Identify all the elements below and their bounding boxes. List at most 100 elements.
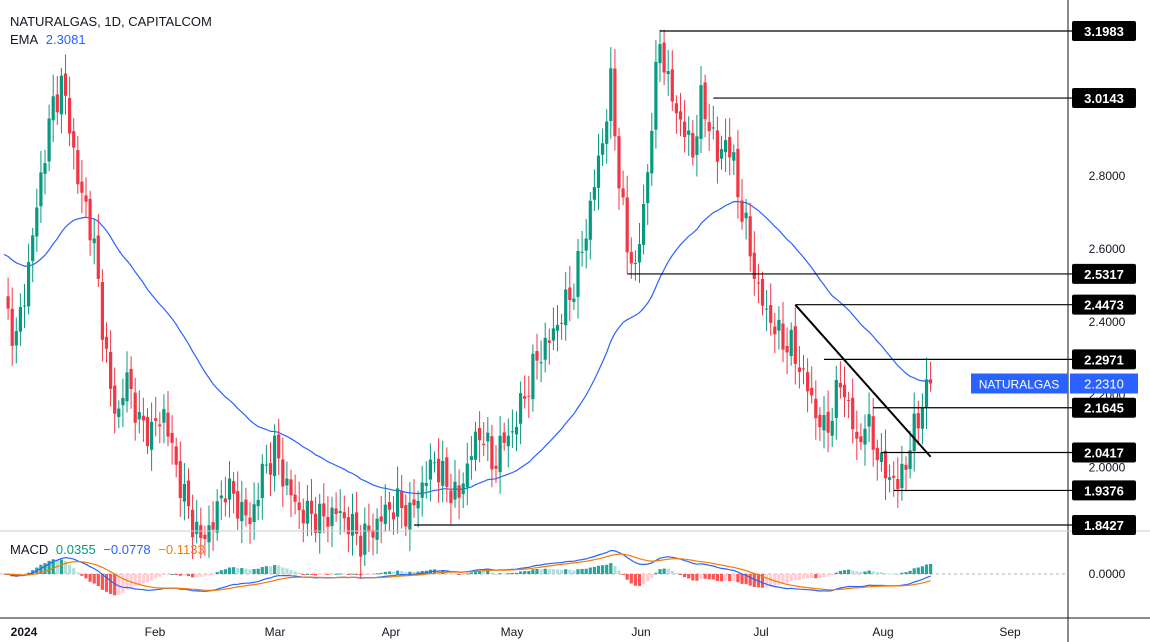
candle — [494, 445, 498, 483]
candle — [100, 269, 104, 362]
candle — [801, 355, 806, 385]
macd-histogram-bar — [883, 573, 888, 575]
macd-histogram-bar — [478, 570, 482, 574]
candle — [867, 392, 871, 442]
candle — [445, 447, 449, 503]
candle — [478, 411, 482, 463]
macd-histogram-bar — [576, 569, 580, 574]
x-tick-label: Jul — [753, 625, 768, 639]
current-price-tag — [1070, 373, 1138, 394]
candle — [830, 407, 834, 448]
candle — [773, 312, 777, 354]
candle — [150, 402, 154, 471]
macd-histogram-bar — [822, 574, 826, 578]
candle — [6, 277, 10, 320]
macd-histogram-bar — [84, 574, 88, 579]
candle — [437, 438, 441, 503]
level-tag — [1072, 515, 1136, 535]
candle — [785, 327, 789, 375]
macd-histogram-bar — [404, 571, 408, 574]
macd-histogram-bar — [810, 574, 814, 579]
candle — [285, 461, 289, 496]
candle — [219, 480, 223, 520]
candle — [555, 305, 560, 352]
candle — [268, 442, 273, 496]
candle — [564, 271, 568, 341]
trendline[interactable] — [794, 304, 932, 458]
candle — [510, 409, 514, 448]
candle — [924, 357, 929, 429]
macd-histogram-bar — [51, 559, 55, 574]
candle — [39, 150, 43, 223]
candle — [892, 461, 896, 497]
macd-histogram-bar — [482, 571, 486, 574]
candle — [847, 392, 851, 419]
candle — [76, 135, 80, 194]
macd-histogram-bar — [584, 568, 588, 574]
macd-histogram-bar — [219, 570, 223, 574]
macd-histogram-bar — [691, 574, 695, 581]
macd-histogram-bar — [305, 573, 309, 575]
macd-histogram-bar — [789, 574, 793, 581]
candle — [654, 40, 658, 149]
candle — [732, 144, 736, 175]
candle — [121, 378, 125, 428]
macd-histogram-bar — [338, 573, 342, 575]
macd-histogram-bar — [494, 573, 498, 575]
candle — [687, 116, 691, 156]
candle — [514, 411, 519, 452]
macd-histogram-bar — [748, 574, 752, 586]
y-tick-label: 2.6000 — [1089, 242, 1126, 256]
x-tick-label: Apr — [382, 625, 401, 639]
y-tick-label: 2.4000 — [1089, 315, 1126, 329]
x-tick-label: Aug — [872, 625, 893, 639]
candle — [601, 128, 605, 166]
horizontal-levels[interactable] — [414, 30, 1075, 526]
current-price-value: 2.2310 — [1084, 376, 1124, 391]
descending-trendline[interactable] — [794, 304, 932, 458]
macd-histogram-bar — [88, 574, 92, 582]
candle — [543, 322, 547, 373]
macd-histogram-bar — [150, 574, 154, 581]
macd-histogram-bar — [847, 569, 851, 574]
candle — [412, 479, 416, 518]
macd-histogram-bar — [125, 574, 129, 590]
macd-histogram-bar — [387, 571, 391, 574]
macd-histogram-bar — [912, 568, 916, 574]
candle — [145, 408, 150, 455]
macd-histogram-bar — [199, 574, 203, 577]
macd-histogram-bar — [215, 572, 219, 574]
macd-histogram-bar — [191, 574, 195, 578]
macd-histogram-bar — [695, 574, 699, 581]
candle — [273, 424, 277, 492]
ema-label: EMA — [10, 32, 39, 47]
macd-histogram-bar — [207, 574, 211, 576]
candle — [424, 461, 428, 499]
candle — [662, 29, 666, 86]
macd-histogram-bar — [674, 572, 678, 574]
candle — [486, 416, 490, 462]
candle — [637, 222, 642, 283]
macd-histogram-bar — [461, 574, 465, 575]
x-tick-label: Sep — [999, 625, 1021, 639]
candle — [199, 507, 203, 559]
candle — [531, 344, 535, 412]
candle — [502, 422, 506, 451]
candle — [760, 271, 765, 316]
level-tag — [1072, 21, 1136, 41]
macd-histogram-bar — [342, 573, 346, 575]
macd-histogram-bar — [527, 570, 531, 574]
candle — [113, 367, 117, 434]
macd-histogram-bar — [543, 568, 547, 574]
macd-histogram-bar — [453, 573, 457, 575]
candle — [154, 397, 158, 437]
candle — [605, 109, 609, 164]
candle — [752, 231, 756, 296]
macd-histogram-bar — [760, 574, 765, 588]
macd-histogram-bar — [264, 566, 268, 574]
candle — [535, 333, 539, 380]
candle — [318, 493, 322, 554]
candle — [781, 301, 785, 363]
candle — [92, 219, 96, 265]
candle — [711, 105, 715, 140]
